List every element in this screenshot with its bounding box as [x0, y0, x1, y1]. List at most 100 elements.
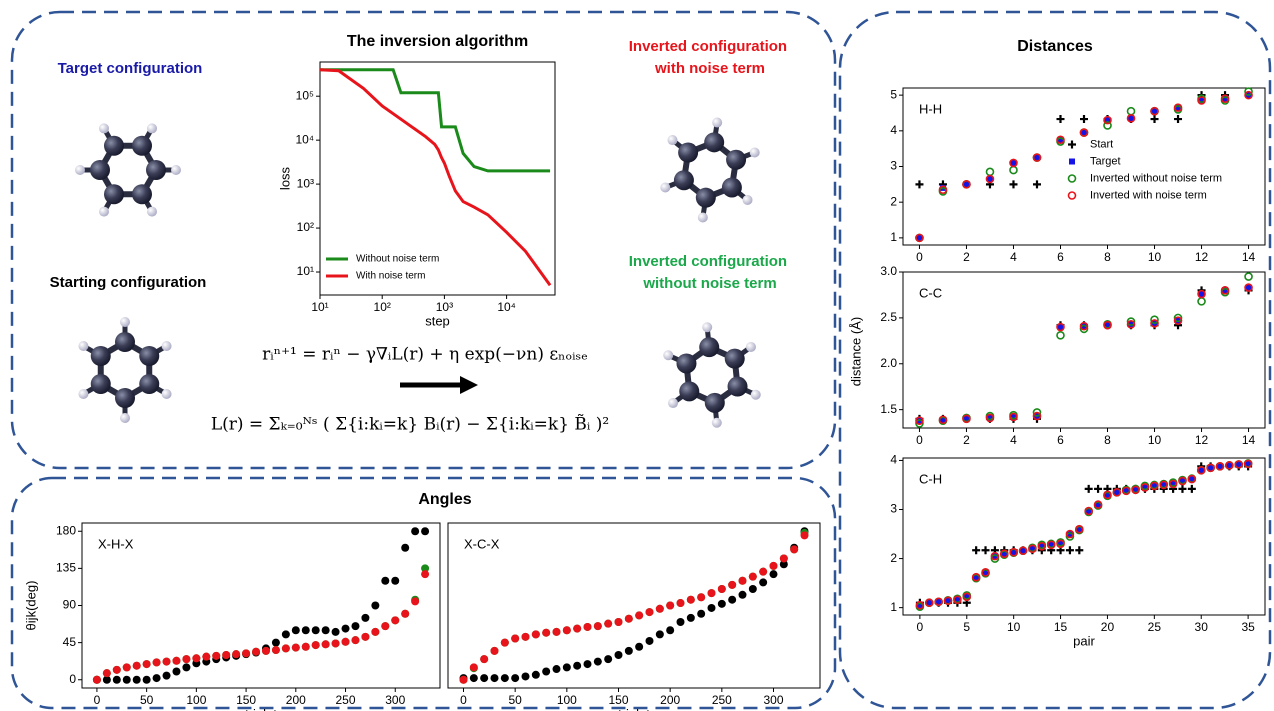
hydrogen	[99, 123, 109, 133]
point	[718, 585, 726, 593]
point	[677, 618, 685, 626]
point	[584, 660, 592, 668]
y-tick-label: 1.5	[880, 402, 897, 416]
label-line: Inverted configuration	[629, 38, 787, 55]
point	[646, 637, 654, 645]
point	[511, 674, 519, 682]
point	[542, 629, 550, 637]
point	[687, 596, 695, 604]
point	[222, 651, 230, 659]
hydrogen	[147, 207, 157, 217]
hydrogen	[120, 317, 130, 327]
hydrogen	[743, 195, 753, 205]
x-tick-label: 10	[1007, 620, 1021, 634]
point	[759, 578, 767, 586]
x-tick-label: 50	[508, 693, 522, 707]
x-tick-label: 6	[1057, 433, 1064, 447]
chart: 051015202530351234C-Hpair	[890, 453, 1265, 649]
carbon	[699, 337, 719, 357]
plot-frame	[903, 272, 1265, 428]
hydrogen	[660, 183, 670, 193]
label-line: without noise term	[642, 275, 776, 292]
point	[361, 633, 369, 641]
x-tick-label: 0	[916, 250, 923, 264]
point	[604, 655, 612, 663]
y-tick-label: 3	[890, 159, 897, 173]
inverted-noise-label: Inverted configuration with noise term	[629, 38, 792, 77]
y-axis-label: θijk(deg)	[23, 581, 38, 631]
hydrogen	[78, 389, 88, 399]
target-label: Target configuration	[58, 60, 203, 77]
point	[381, 577, 389, 585]
carbon	[726, 150, 746, 170]
point	[501, 639, 509, 647]
y-tick-label: 4	[890, 123, 897, 137]
label-line: Inverted configuration	[629, 253, 787, 270]
point	[770, 562, 778, 570]
x-tick-label: 35	[1241, 620, 1255, 634]
point	[322, 640, 330, 648]
point	[491, 647, 499, 655]
benzene	[75, 123, 181, 216]
point	[604, 620, 612, 628]
hydrogen	[663, 350, 673, 360]
point	[332, 639, 340, 647]
panel-label: C-H	[919, 471, 942, 486]
x-tick-label: 4	[1010, 433, 1017, 447]
point	[133, 676, 141, 684]
legend-swatch	[1069, 159, 1075, 165]
point	[212, 652, 220, 660]
point	[615, 618, 623, 626]
x-tick-label: 25	[1148, 620, 1162, 634]
chart: 050100150200250300X-C-Xtriplet	[448, 523, 820, 711]
point	[749, 573, 757, 581]
point	[739, 577, 747, 585]
point	[697, 610, 705, 618]
legend-label: Start	[1090, 138, 1113, 150]
point	[511, 635, 519, 643]
y-tick-label: 10²	[297, 220, 314, 234]
x-tick-label: 10	[1148, 433, 1162, 447]
point	[522, 633, 530, 641]
hydrogen	[162, 341, 172, 351]
point	[625, 615, 633, 623]
y-tick-label: 10¹	[297, 264, 314, 278]
point	[553, 628, 561, 636]
y-tick-label: 5	[890, 87, 897, 101]
point	[401, 610, 409, 618]
angles-title: Angles	[418, 491, 471, 508]
point	[421, 527, 429, 535]
x-tick-label: 300	[763, 693, 783, 707]
x-tick-label: 100	[186, 693, 206, 707]
point	[391, 577, 399, 585]
point	[790, 545, 798, 553]
chart: 0246810121412345H-HStartTargetInverted w…	[890, 87, 1265, 264]
label-line: with noise term	[654, 60, 765, 77]
y-tick-label: 2	[890, 194, 897, 208]
carbon	[725, 349, 745, 369]
legend-label: Inverted without noise term	[1090, 172, 1222, 184]
x-tick-label: 200	[660, 693, 680, 707]
point	[708, 604, 716, 612]
point	[491, 674, 499, 682]
plot-frame	[903, 88, 1265, 245]
point	[242, 649, 250, 657]
y-tick-label: 10⁵	[296, 88, 314, 102]
carbon	[728, 377, 748, 397]
carbon	[146, 160, 166, 180]
hydrogen	[712, 118, 722, 128]
point	[282, 644, 290, 652]
x-tick-label: 8	[1104, 433, 1111, 447]
y-tick-label: 180	[56, 523, 76, 537]
point	[342, 625, 350, 633]
carbon	[104, 184, 124, 204]
point	[728, 581, 736, 589]
x-axis-label: pair	[1073, 633, 1095, 648]
x-tick-label: 10³	[436, 300, 453, 314]
x-tick-label: 14	[1242, 250, 1256, 264]
legend-label: With noise term	[356, 271, 425, 282]
carbon	[132, 184, 152, 204]
x-tick-label: 14	[1242, 433, 1256, 447]
carbon	[139, 346, 159, 366]
